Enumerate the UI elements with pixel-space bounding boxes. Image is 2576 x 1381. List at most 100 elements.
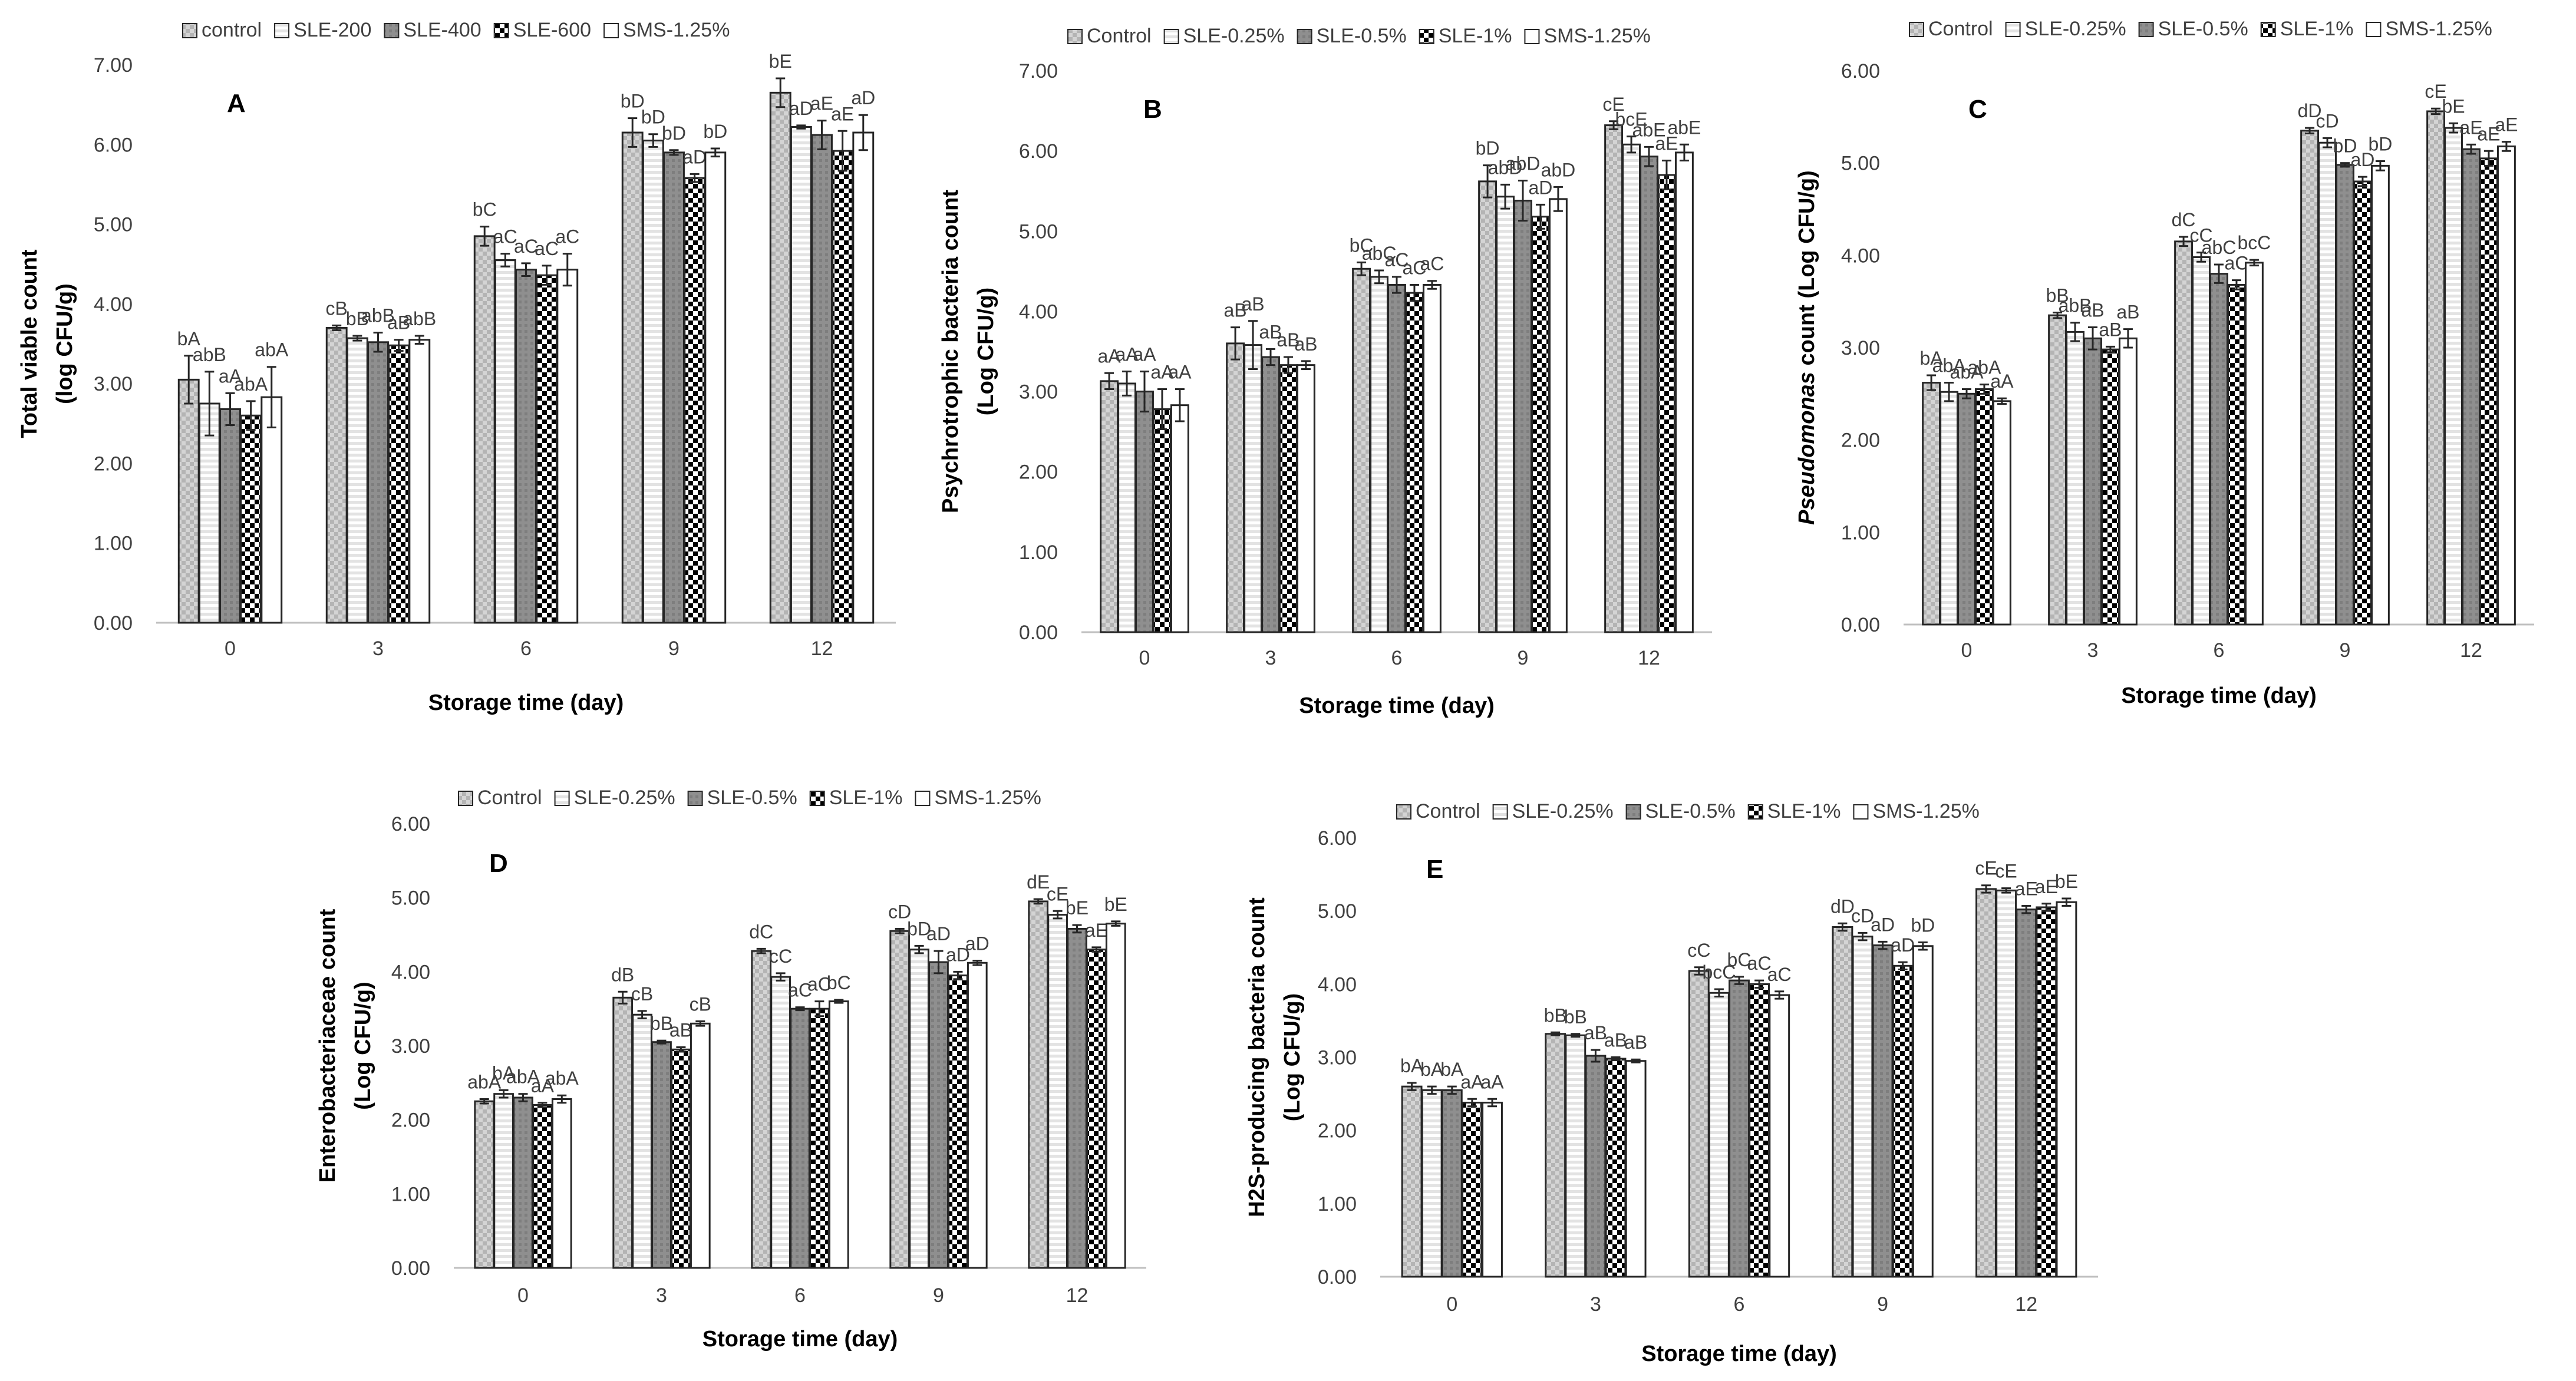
x-axis-title: Storage time (day): [1299, 693, 1495, 718]
data-label: bA: [492, 1062, 516, 1083]
x-axis-title: Storage time (day): [2121, 683, 2317, 708]
data-label: dC: [2172, 209, 2196, 230]
x-tick-label: 0: [1139, 647, 1150, 669]
y-axis-title: (Log CFU/g): [351, 982, 375, 1109]
data-label: aC: [788, 980, 812, 1001]
legend-entry: SLE-200: [293, 19, 371, 41]
legend-entry: Control: [1416, 800, 1480, 822]
x-tick-label: 12: [1638, 647, 1660, 669]
x-tick-label: 3: [656, 1284, 667, 1307]
bar-sle-mid: [513, 1096, 533, 1269]
legend-entry: SLE-1%: [1439, 25, 1512, 47]
bar-sle-mid: [1729, 979, 1750, 1278]
bar-sle-mid: [811, 134, 833, 624]
y-tick-label: 6.00: [1841, 60, 1880, 82]
data-label: bA: [1440, 1059, 1464, 1080]
data-label: bD: [2333, 136, 2357, 157]
x-tick-label: 12: [2460, 639, 2482, 662]
bar-sle-mid: [515, 269, 537, 624]
bar-sle-high: [2479, 157, 2498, 626]
data-label: aE: [831, 103, 854, 124]
data-label: aB: [1224, 300, 1247, 321]
bar-sle-mid: [2336, 164, 2354, 626]
legend-swatch: [1853, 804, 1869, 820]
y-axis-title-rest: count (Log CFU/g): [1795, 170, 1819, 365]
data-label: bE: [2055, 871, 2078, 892]
bar-sle-high: [2353, 180, 2372, 626]
data-label: cC: [1687, 940, 1710, 961]
data-label: bD: [641, 107, 665, 128]
bar-sle-high: [809, 1007, 830, 1269]
data-label: aD: [682, 146, 707, 167]
data-label: aC: [1385, 249, 1409, 270]
data-label: bA: [1400, 1055, 1424, 1076]
data-label: abD: [1488, 157, 1523, 178]
data-label: bD: [662, 123, 686, 144]
y-tick-label: 4.00: [391, 961, 430, 983]
bar-sle-high: [948, 974, 968, 1269]
bar-sms: [551, 1098, 572, 1269]
data-label: aD: [1871, 914, 1895, 935]
bar-sle-mid: [1513, 200, 1532, 633]
bar-sle-mid: [1441, 1089, 1463, 1278]
data-label: cD: [2316, 110, 2338, 131]
legend-swatch: [2138, 22, 2154, 37]
y-tick-label: 1.00: [94, 533, 133, 555]
bar-sle-mid: [2209, 273, 2228, 626]
legend-swatch: [182, 23, 197, 38]
data-label: abC: [1362, 243, 1397, 264]
legend-swatch: [1747, 804, 1763, 820]
y-tick-label: 1.00: [1019, 541, 1058, 564]
legend-entry: Control: [1087, 25, 1152, 47]
data-label: aA: [1168, 361, 1192, 382]
bar-sms: [2056, 901, 2077, 1278]
bar-sle-low: [493, 1093, 514, 1269]
bar-sle-mid: [1387, 284, 1406, 633]
legend-entry: SLE-400: [403, 19, 481, 41]
bar-control: [1478, 180, 1498, 633]
y-tick-label: 4.00: [1841, 245, 1880, 267]
bar-sle-high: [1657, 174, 1676, 633]
x-tick-label: 6: [1391, 647, 1403, 669]
legend-swatch: [2260, 22, 2276, 37]
legend-entry: SMS-1.25%: [934, 787, 1041, 809]
bar-sms: [828, 1000, 849, 1269]
y-tick-label: 2.00: [94, 452, 133, 475]
data-label: aA: [1150, 361, 1174, 382]
bar-sms: [1769, 994, 1790, 1278]
bar-sms: [2244, 262, 2264, 626]
bar-sms: [704, 151, 727, 624]
legend-swatch: [809, 791, 825, 806]
chart-panel-d: 0.00 1.00 2.00 3.00 4.00 5.00 6.00 0 3 6 9 12 abA dB d…: [315, 787, 1146, 1352]
legend-swatch: [1163, 29, 1179, 44]
legend-swatch: [1524, 29, 1540, 44]
bar-sle-high: [1749, 983, 1770, 1278]
data-label: cE: [1602, 94, 1624, 115]
y-tick-label: 5.00: [1318, 900, 1357, 923]
bar-sle-low: [1117, 382, 1136, 633]
y-tick-label: 7.00: [94, 54, 133, 77]
bar-sle-high: [1153, 408, 1172, 633]
legend-entry: SMS-1.25%: [2385, 18, 2492, 40]
data-label: dD: [2298, 100, 2322, 121]
bar-sle-low: [1940, 391, 1958, 626]
data-label: aC: [555, 226, 579, 247]
bar-sle-low: [198, 402, 220, 624]
x-tick-label: 3: [372, 637, 384, 660]
bar-control: [1100, 380, 1119, 633]
bar-sle-low: [1996, 889, 2017, 1278]
x-axis-title: Storage time (day): [1641, 1342, 1837, 1366]
x-tick-label: 12: [811, 637, 833, 660]
data-label: aC: [807, 974, 832, 995]
bar-sms: [2370, 164, 2390, 626]
y-tick-label: 1.00: [391, 1183, 430, 1205]
y-tick-label: 0.00: [1841, 614, 1880, 636]
data-label: bC: [1350, 234, 1374, 256]
data-label: bD: [1911, 915, 1935, 936]
legend-entry: SLE-600: [513, 19, 591, 41]
bar-sle-low: [642, 140, 664, 624]
data-label: bB: [1544, 1005, 1567, 1026]
bar-sle-low: [1421, 1089, 1443, 1278]
bar-control: [612, 996, 634, 1269]
data-label: aD: [965, 933, 989, 954]
